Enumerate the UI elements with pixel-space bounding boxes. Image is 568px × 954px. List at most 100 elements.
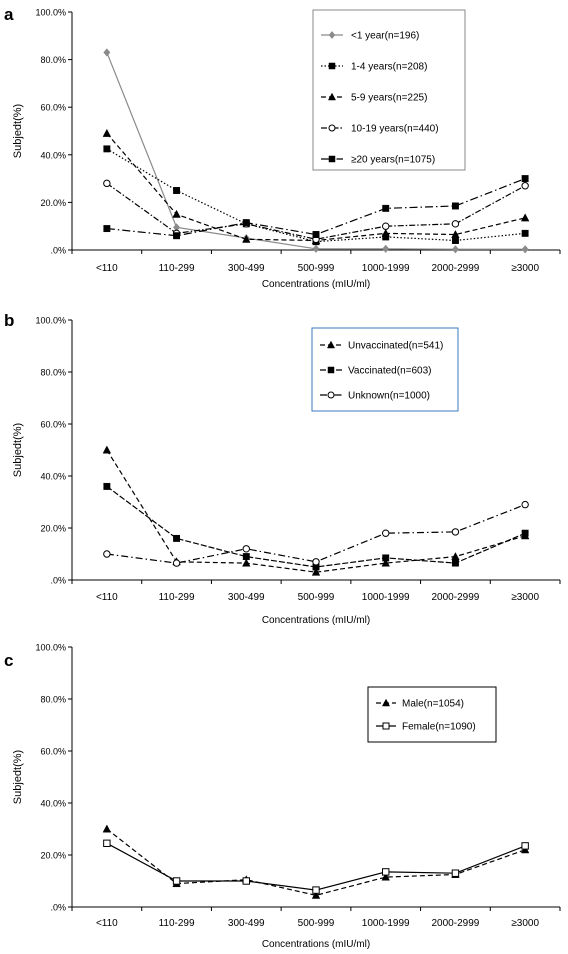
x-tick-label: 500-999 <box>298 918 335 929</box>
data-point <box>312 231 320 238</box>
series-2 <box>103 482 529 571</box>
series-5 <box>103 175 529 240</box>
x-tick-label: <110 <box>96 263 118 274</box>
x-axis-title: Concentrations (mIU/ml) <box>262 615 370 626</box>
legend-marker <box>328 31 336 39</box>
series-2 <box>103 839 529 894</box>
x-axis-title: Concentrations (mIU/ml) <box>262 279 370 290</box>
x-tick-label: 2000-2999 <box>432 263 480 274</box>
legend-marker <box>326 340 336 349</box>
y-tick-label: 40.0% <box>40 799 66 809</box>
data-point <box>172 559 181 567</box>
data-point <box>382 868 390 876</box>
legend-marker <box>328 124 336 132</box>
x-tick-label: 500-999 <box>298 263 335 274</box>
legend-marker <box>327 366 335 374</box>
data-point <box>451 528 460 536</box>
legend-entry-label: Unvaccinated(n=541) <box>348 341 443 352</box>
x-tick-label: ≥3000 <box>511 263 539 274</box>
data-point <box>172 209 181 218</box>
data-point <box>521 500 529 509</box>
x-tick-label: ≥3000 <box>511 592 539 603</box>
data-point <box>242 545 250 553</box>
y-tick-label: 100.0% <box>35 643 66 653</box>
legend-entry-label: 1-4 years(n=208) <box>351 62 427 73</box>
legend-entry-label: Male(n=1054) <box>402 699 464 710</box>
legend-entry-label: 10-19 years(n=440) <box>351 124 439 135</box>
legend-box <box>312 9 466 171</box>
y-axis-title: Subjedt(%) <box>12 104 24 158</box>
data-point <box>103 482 111 490</box>
series-line <box>106 828 526 896</box>
data-point <box>382 554 390 562</box>
series-line <box>106 178 526 237</box>
data-point <box>521 842 529 850</box>
data-point <box>102 824 112 833</box>
y-tick-label: 40.0% <box>40 472 66 482</box>
x-tick-label: 110-299 <box>159 592 195 603</box>
legend-marker <box>327 391 335 399</box>
data-point <box>451 245 459 254</box>
legend-entry-label: Female(n=1090) <box>402 722 476 733</box>
legend: Male(n=1054) Female(n=1090) <box>367 686 497 743</box>
data-point <box>381 872 390 881</box>
y-axis-title: Subjedt(%) <box>12 750 24 804</box>
panel-label: c <box>4 651 13 670</box>
data-point <box>381 558 390 567</box>
data-point <box>311 567 321 576</box>
y-tick-label: .0% <box>50 246 66 256</box>
data-point <box>312 558 320 566</box>
y-tick-label: 40.0% <box>40 150 66 160</box>
data-point <box>102 445 112 454</box>
x-tick-label: 1000-1999 <box>362 263 410 274</box>
series-line <box>106 449 526 573</box>
legend-entry-label: Unknown(n=1000) <box>348 391 430 402</box>
data-point <box>521 529 529 537</box>
data-point <box>382 244 390 253</box>
x-tick-label: 500-999 <box>298 592 335 603</box>
y-tick-label: 80.0% <box>40 368 66 378</box>
y-tick-label: 100.0% <box>35 316 66 326</box>
legend-entry-label: 5-9 years(n=225) <box>351 93 427 104</box>
y-tick-label: 20.0% <box>40 524 66 534</box>
x-tick-label: 2000-2999 <box>432 592 480 603</box>
x-tick-label: 300-499 <box>228 918 265 929</box>
x-tick-label: ≥3000 <box>511 918 539 929</box>
legend-box <box>367 686 497 743</box>
panel-label: b <box>4 311 14 330</box>
data-point <box>173 187 181 194</box>
y-tick-label: .0% <box>50 576 66 586</box>
y-tick-label: 20.0% <box>40 198 66 208</box>
x-tick-label: 110-299 <box>159 918 195 929</box>
data-point <box>451 869 460 877</box>
legend-marker <box>382 722 390 730</box>
x-tick-label: 110-299 <box>159 263 195 274</box>
data-point <box>102 128 112 137</box>
y-tick-label: 80.0% <box>40 55 66 65</box>
data-point <box>451 237 459 244</box>
data-point <box>242 219 250 227</box>
y-tick-label: 60.0% <box>40 103 66 113</box>
data-point <box>103 839 111 847</box>
data-point <box>382 204 390 212</box>
data-point <box>173 534 181 542</box>
data-point <box>382 529 390 537</box>
data-point <box>521 245 529 254</box>
data-point <box>103 225 111 233</box>
data-point <box>451 202 459 210</box>
chart-panel-a: a .0% 20.0% 40.0% 60.0% 80.0% 100.0% <110 110-29… <box>4 5 561 290</box>
data-point <box>242 234 251 243</box>
y-axis-title: Subjedt(%) <box>12 423 24 477</box>
data-point <box>103 179 111 188</box>
data-point <box>521 182 529 190</box>
data-point <box>521 229 529 237</box>
x-tick-label: 1000-1999 <box>362 592 410 603</box>
legend-entry-label: Vaccinated(n=603) <box>348 366 431 377</box>
legend: <1 year(n=196) 1-4 years(n=208) 5-9 years(… <box>312 9 466 171</box>
data-point <box>312 244 320 253</box>
legend-marker <box>328 62 336 70</box>
series-1 <box>102 445 530 576</box>
data-point <box>521 175 529 183</box>
legend-entry-label: ≥20 years(n=1075) <box>351 155 435 166</box>
